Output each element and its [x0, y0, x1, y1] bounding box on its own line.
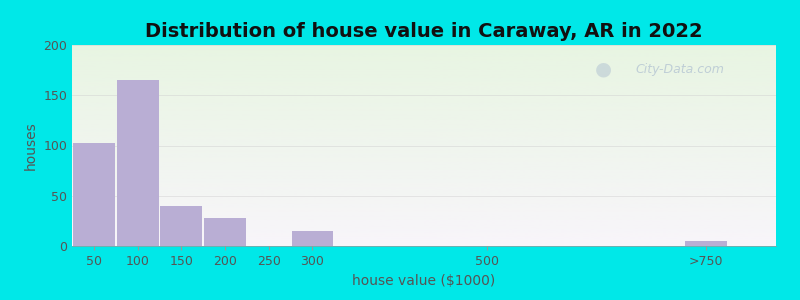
Title: Distribution of house value in Caraway, AR in 2022: Distribution of house value in Caraway, …: [145, 22, 703, 41]
Text: ●: ●: [595, 60, 612, 79]
Y-axis label: houses: houses: [24, 121, 38, 170]
X-axis label: house value ($1000): house value ($1000): [352, 274, 496, 288]
Bar: [685, 241, 727, 246]
Text: City-Data.com: City-Data.com: [635, 63, 724, 76]
Bar: [73, 143, 115, 246]
Bar: [204, 218, 246, 246]
Bar: [160, 206, 202, 246]
Bar: [291, 231, 334, 246]
Bar: [117, 80, 158, 246]
